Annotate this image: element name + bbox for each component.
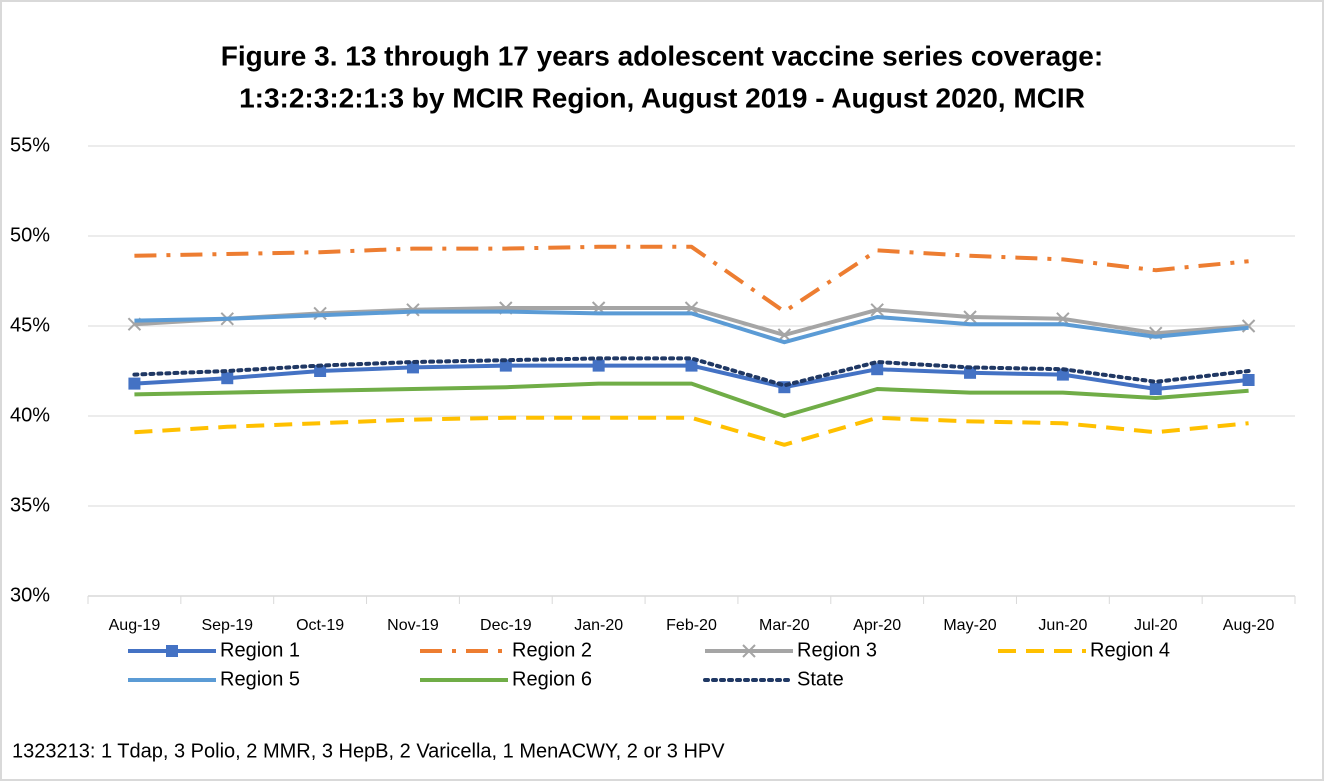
data-point — [1149, 383, 1162, 395]
legend-label: Region 3 — [797, 639, 877, 661]
data-point — [221, 372, 234, 385]
legend-label: Region 2 — [512, 639, 592, 661]
data-point — [1242, 374, 1255, 386]
legend-label: State — [797, 668, 844, 690]
x-tick-label: Jun-20 — [1038, 617, 1087, 634]
legend-marker — [166, 645, 178, 657]
x-tick-label: Dec-19 — [480, 617, 532, 634]
x-tick-label: Nov-19 — [387, 617, 439, 634]
data-point — [685, 359, 698, 372]
series-line — [134, 244, 1249, 314]
legend-label: Region 6 — [512, 668, 592, 690]
data-point — [128, 377, 141, 390]
data-point — [592, 359, 605, 372]
series-line — [132, 356, 1251, 388]
legend-marker — [742, 644, 756, 658]
series-line — [134, 415, 1249, 447]
data-point — [964, 366, 977, 379]
legend-label: Region 5 — [220, 668, 300, 690]
y-tick-label: 45% — [10, 314, 50, 336]
data-point — [406, 361, 419, 374]
x-tick-label: Mar-20 — [759, 617, 810, 634]
x-tick-label: Sep-19 — [201, 617, 253, 634]
x-tick-label: Aug-19 — [109, 617, 161, 634]
y-tick-label: 50% — [10, 224, 50, 246]
x-tick-label: Aug-20 — [1223, 617, 1275, 634]
y-tick-label: 55% — [10, 134, 50, 156]
legend-label: Region 4 — [1090, 639, 1170, 661]
x-tick-label: May-20 — [943, 617, 996, 634]
series-line — [134, 309, 1249, 345]
data-point — [314, 365, 327, 377]
data-point — [871, 363, 884, 376]
y-tick-label: 35% — [10, 494, 50, 516]
chart-title: 1:3:2:3:2:1:3 by MCIR Region, August 201… — [239, 82, 1085, 113]
x-tick-label: Jan-20 — [574, 617, 623, 634]
x-tick-label: Apr-20 — [853, 617, 901, 634]
y-tick-label: 30% — [10, 584, 50, 606]
x-tick-label: Feb-20 — [666, 617, 717, 634]
data-point — [499, 359, 512, 372]
footnote: 1323213: 1 Tdap, 3 Polio, 2 MMR, 3 HepB,… — [12, 740, 725, 762]
y-tick-label: 40% — [10, 404, 50, 426]
data-point — [870, 303, 884, 317]
data-point — [963, 310, 977, 324]
legend-label: Region 1 — [220, 639, 300, 661]
chart-title: Figure 3. 13 through 17 years adolescent… — [221, 40, 1103, 71]
series-line — [134, 381, 1249, 418]
x-tick-label: Oct-19 — [296, 617, 344, 634]
x-tick-label: Jul-20 — [1134, 617, 1178, 634]
